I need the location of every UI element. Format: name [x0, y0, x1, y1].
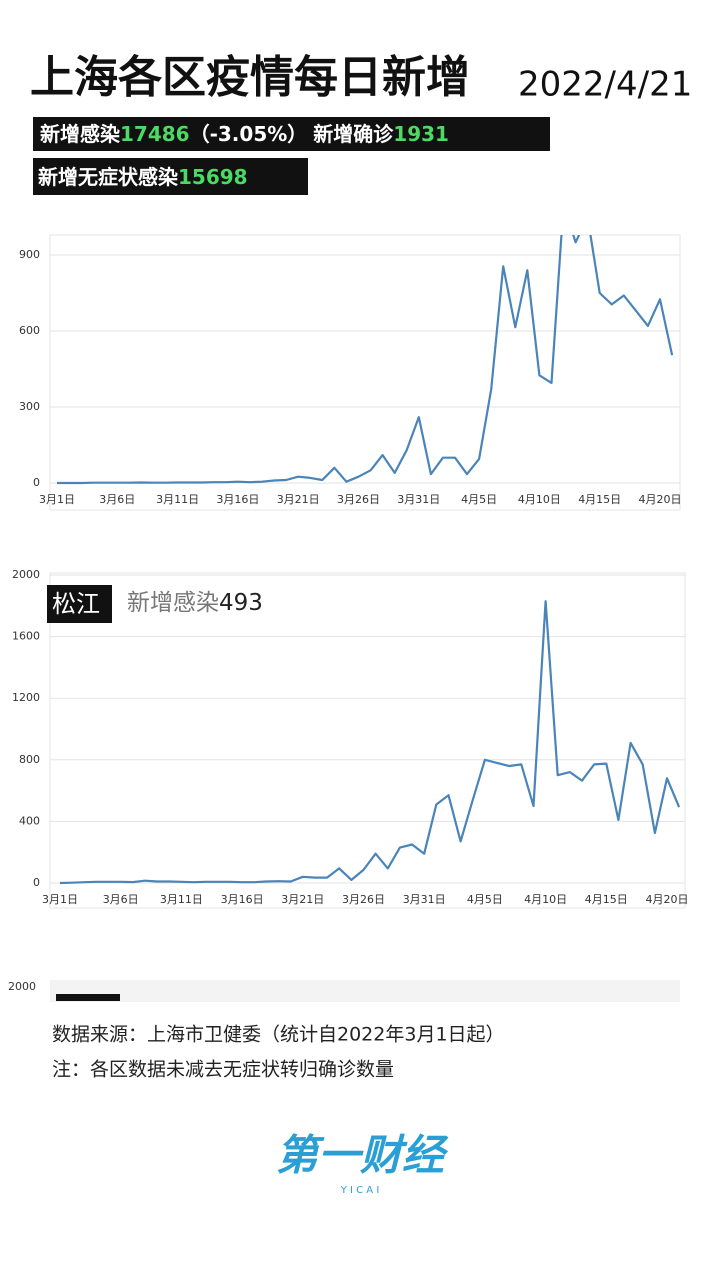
logo: 第一财经	[276, 1131, 449, 1180]
y-tick-label: 600	[19, 324, 40, 337]
partial-bar	[56, 994, 120, 1001]
x-tick-label: 3月31日	[397, 493, 440, 506]
x-tick-label: 3月1日	[42, 893, 78, 906]
x-tick-label: 4月5日	[461, 493, 497, 506]
annotation: 新增感染493	[127, 590, 263, 616]
y-tick-label: 1200	[12, 691, 40, 704]
chart-frame	[49, 572, 686, 909]
stats-line: 新增无症状感染15698	[38, 165, 248, 189]
stats-line: 新增感染17486（-3.05%） 新增确诊1931	[40, 122, 449, 146]
district-box	[47, 585, 112, 623]
stat-label: 新增确诊	[313, 122, 394, 146]
annotation-label: 新增感染	[127, 590, 219, 616]
annotation-value: 493	[219, 590, 263, 616]
x-tick-label: 3月11日	[156, 493, 199, 506]
line	[57, 235, 674, 485]
x-tick-label: 3月16日	[221, 893, 264, 906]
y-tick-label: 1600	[12, 630, 40, 643]
y-tick-label: 0	[33, 476, 40, 489]
x-tick-label: 3月21日	[277, 493, 320, 506]
x-tick-label: 3月6日	[103, 893, 139, 906]
y-tick-label: 2000	[12, 568, 40, 581]
x-tick-label: 3月26日	[337, 493, 380, 506]
y-tick-label: 400	[19, 814, 40, 827]
x-tick-label: 3月1日	[39, 493, 75, 506]
x-tick-label: 3月6日	[99, 493, 135, 506]
y-tick-label: 0	[33, 876, 40, 889]
line	[59, 600, 681, 885]
x-tick-label: 4月10日	[524, 893, 567, 906]
x-tick-label: 3月31日	[403, 893, 446, 906]
x-tick-label: 4月15日	[578, 493, 621, 506]
stat-value: 15698	[178, 165, 248, 189]
x-tick-label: 4月20日	[646, 893, 689, 906]
y-tick-label: 2000	[8, 980, 36, 993]
district: 松江	[52, 590, 100, 618]
x-tick-label: 4月5日	[467, 893, 503, 906]
stats-box	[33, 117, 550, 151]
x-tick-label: 3月26日	[342, 893, 385, 906]
title: 上海各区疫情每日新增	[30, 52, 470, 103]
y-tick-label: 300	[19, 400, 40, 413]
note: 注：各区数据未减去无症状转归确诊数量	[52, 1059, 394, 1081]
stat-value: 17486	[120, 122, 190, 146]
x-tick-label: 3月16日	[216, 493, 259, 506]
stats-box	[33, 158, 308, 195]
y-tick-label: 900	[19, 248, 40, 261]
logo-sub: Y I C A I	[340, 1185, 380, 1196]
stat-value: 1931	[393, 122, 449, 146]
stat-label: 新增无症状感染	[38, 165, 179, 189]
x-tick-label: 4月15日	[585, 893, 628, 906]
date: 2022/4/21	[518, 65, 692, 105]
x-tick-label: 4月10日	[518, 493, 561, 506]
source: 数据来源：上海市卫健委（统计自2022年3月1日起）	[52, 1024, 505, 1046]
stat-extra: （-3.05%）	[190, 122, 308, 146]
x-tick-label: 4月20日	[639, 493, 682, 506]
stat-label: 新增感染	[40, 122, 121, 146]
x-tick-label: 3月11日	[160, 893, 203, 906]
y-tick-label: 800	[19, 753, 40, 766]
partial-chart	[50, 980, 680, 1002]
x-tick-label: 3月21日	[281, 893, 324, 906]
chart-frame	[49, 234, 681, 511]
